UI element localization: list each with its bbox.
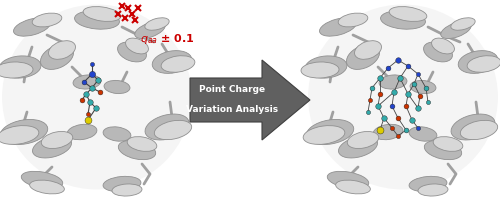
- Ellipse shape: [306, 119, 354, 145]
- Ellipse shape: [451, 18, 475, 30]
- Ellipse shape: [418, 184, 448, 196]
- Text: Variation Analysis: Variation Analysis: [186, 106, 278, 114]
- Ellipse shape: [451, 114, 495, 140]
- Ellipse shape: [0, 56, 41, 78]
- Ellipse shape: [2, 4, 192, 190]
- Ellipse shape: [373, 124, 403, 140]
- Ellipse shape: [0, 126, 39, 144]
- Ellipse shape: [441, 21, 471, 39]
- Ellipse shape: [301, 62, 339, 78]
- Ellipse shape: [328, 171, 368, 189]
- Ellipse shape: [14, 18, 51, 36]
- Ellipse shape: [112, 184, 142, 196]
- Ellipse shape: [348, 131, 378, 149]
- Ellipse shape: [74, 11, 120, 29]
- Text: Point Charge: Point Charge: [199, 86, 265, 95]
- Ellipse shape: [161, 56, 195, 72]
- Ellipse shape: [424, 42, 452, 62]
- Ellipse shape: [0, 119, 48, 145]
- Ellipse shape: [154, 120, 192, 140]
- Text: $\mathit{q}_{aa}$ ± 0.1: $\mathit{q}_{aa}$ ± 0.1: [140, 32, 195, 46]
- Ellipse shape: [338, 13, 368, 27]
- Ellipse shape: [83, 7, 121, 21]
- Ellipse shape: [409, 127, 437, 141]
- Ellipse shape: [32, 136, 72, 158]
- Ellipse shape: [0, 62, 33, 78]
- Ellipse shape: [145, 114, 189, 140]
- Ellipse shape: [126, 38, 148, 54]
- Ellipse shape: [32, 13, 62, 27]
- Ellipse shape: [467, 56, 500, 72]
- Ellipse shape: [380, 11, 426, 29]
- Ellipse shape: [354, 41, 382, 59]
- Ellipse shape: [460, 120, 498, 140]
- Ellipse shape: [48, 41, 76, 59]
- Ellipse shape: [42, 131, 72, 149]
- Ellipse shape: [458, 51, 498, 73]
- Ellipse shape: [30, 180, 64, 194]
- Ellipse shape: [118, 42, 146, 62]
- Ellipse shape: [409, 176, 447, 192]
- Ellipse shape: [320, 18, 356, 36]
- Ellipse shape: [410, 80, 436, 94]
- Ellipse shape: [336, 180, 370, 194]
- Ellipse shape: [67, 124, 97, 140]
- Ellipse shape: [389, 7, 427, 21]
- Ellipse shape: [104, 80, 130, 94]
- Ellipse shape: [40, 45, 74, 69]
- Polygon shape: [190, 60, 310, 140]
- Ellipse shape: [118, 140, 156, 160]
- Ellipse shape: [22, 171, 62, 189]
- Ellipse shape: [433, 137, 463, 151]
- Ellipse shape: [303, 126, 345, 144]
- Ellipse shape: [424, 140, 462, 160]
- Ellipse shape: [338, 136, 378, 158]
- Ellipse shape: [305, 56, 347, 78]
- Ellipse shape: [379, 75, 407, 89]
- Ellipse shape: [145, 18, 169, 30]
- Ellipse shape: [135, 21, 165, 39]
- Ellipse shape: [73, 75, 101, 89]
- Ellipse shape: [432, 38, 454, 54]
- Ellipse shape: [103, 127, 131, 141]
- Ellipse shape: [346, 45, 380, 69]
- Ellipse shape: [308, 4, 498, 190]
- Ellipse shape: [103, 176, 141, 192]
- Ellipse shape: [152, 51, 192, 73]
- Ellipse shape: [127, 137, 157, 151]
